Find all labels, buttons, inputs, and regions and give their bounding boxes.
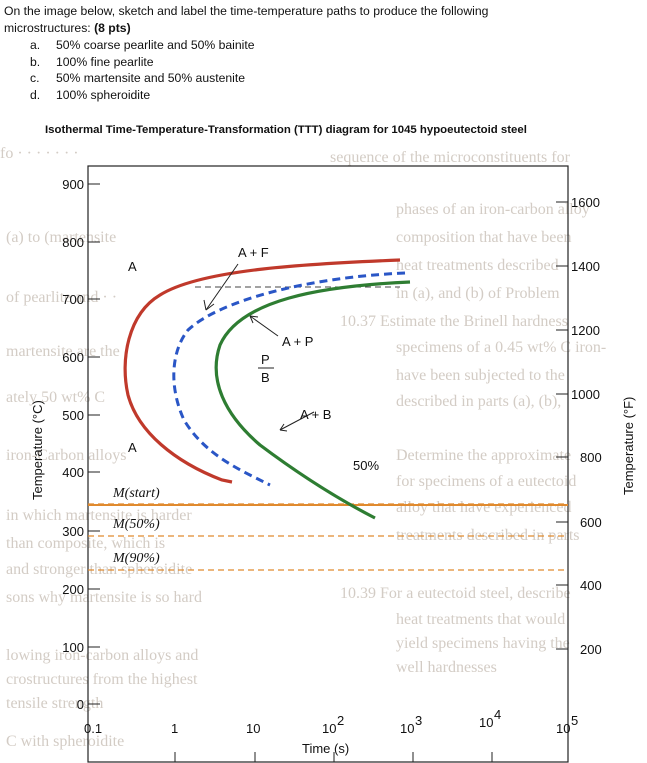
label-50-percent: 50% bbox=[353, 458, 379, 473]
ferrite-start-curve bbox=[123, 258, 401, 484]
label-bainite: B bbox=[261, 370, 270, 385]
svg-text:composition that have been: composition that have been bbox=[396, 229, 572, 246]
svg-text:heat treatments that would: heat treatments that would bbox=[396, 611, 565, 628]
svg-text:alloy that have experienced: alloy that have experienced bbox=[396, 499, 571, 516]
svg-text:5: 5 bbox=[571, 713, 578, 728]
svg-text:0.1: 0.1 bbox=[84, 721, 102, 736]
label-austenite-low: A bbox=[128, 440, 137, 455]
svg-text:fo · · · · · · ·: fo · · · · · · · bbox=[0, 145, 79, 162]
svg-text:10: 10 bbox=[556, 721, 570, 736]
svg-text:(a) to (martensite: (a) to (martensite bbox=[6, 229, 116, 246]
svg-text:1600: 1600 bbox=[571, 195, 600, 210]
label-m-start: M(start) bbox=[112, 486, 160, 501]
svg-text:400: 400 bbox=[62, 465, 84, 480]
plot-frame bbox=[87, 165, 569, 763]
label-m-50: M(50%) bbox=[112, 517, 160, 532]
svg-text:0: 0 bbox=[77, 697, 84, 712]
list-item: d. 100% spheroidite bbox=[30, 87, 151, 102]
svg-text:in (a), and (b) of Problem: in (a), and (b) of Problem bbox=[396, 285, 560, 302]
svg-text:in which martensite is harder: in which martensite is harder bbox=[6, 507, 192, 524]
svg-text:10: 10 bbox=[322, 721, 336, 736]
svg-text:described in parts (a), (b),: described in parts (a), (b), bbox=[396, 393, 561, 410]
svg-text:1000: 1000 bbox=[571, 387, 600, 402]
label-a-plus-p: A + P bbox=[282, 334, 313, 349]
svg-text:700: 700 bbox=[62, 292, 84, 307]
svg-text:for specimens of a eutectoid: for specimens of a eutectoid bbox=[396, 473, 576, 490]
y-axis-label-celsius: Temperature (°C) bbox=[30, 400, 45, 500]
label-a-plus-b: A + B bbox=[300, 407, 331, 422]
label-a-plus-f: A + F bbox=[238, 245, 269, 260]
svg-text:10: 10 bbox=[400, 721, 414, 736]
svg-text:specimens of a 0.45 wt% C iron: specimens of a 0.45 wt% C iron- bbox=[396, 339, 606, 356]
fahrenheit-ticks bbox=[556, 201, 568, 650]
background-page-texture: fo · · · · · · · sequence of the microco… bbox=[0, 145, 606, 750]
label-pearlite: P bbox=[261, 352, 270, 367]
svg-text:400: 400 bbox=[580, 578, 602, 593]
svg-text:iron-Carbon alloys: iron-Carbon alloys bbox=[6, 447, 126, 464]
svg-text:100: 100 bbox=[62, 640, 84, 655]
points-label: (8 pts) bbox=[94, 20, 131, 35]
svg-text:Determine the approximate: Determine the approximate bbox=[396, 447, 571, 464]
svg-text:500: 500 bbox=[62, 408, 84, 423]
svg-text:tensile strength: tensile strength bbox=[6, 695, 103, 712]
question-line-1: On the image below, sketch and label the… bbox=[4, 4, 489, 18]
label-austenite-top: A bbox=[128, 259, 137, 274]
svg-text:1: 1 bbox=[171, 721, 178, 736]
celsius-tick-labels: 900 800 700 600 500 400 300 200 100 0 bbox=[62, 177, 84, 712]
svg-text:1200: 1200 bbox=[571, 323, 600, 338]
time-tick-labels: 0.1 1 10 10 2 10 3 10 4 10 5 bbox=[84, 707, 578, 736]
list-item: a. 50% coarse pearlite and 50% bainite bbox=[30, 38, 255, 52]
svg-text:800: 800 bbox=[580, 450, 602, 465]
label-m-90: M(90%) bbox=[112, 551, 160, 566]
x-axis-label: Time (s) bbox=[302, 741, 349, 756]
svg-text:1400: 1400 bbox=[571, 259, 600, 274]
svg-text:200: 200 bbox=[580, 642, 602, 657]
svg-text:of pearlite and · ·: of pearlite and · · bbox=[6, 289, 117, 306]
svg-text:ately 50 wt% C: ately 50 wt% C bbox=[6, 389, 105, 406]
svg-text:800: 800 bbox=[62, 235, 84, 250]
svg-text:treatments described in parts: treatments described in parts bbox=[396, 527, 580, 544]
list-item: b. 100% fine pearlite bbox=[30, 54, 154, 69]
fahrenheit-tick-labels: 1600 1400 1200 1000 800 600 400 200 bbox=[571, 195, 602, 657]
svg-text:lowing iron-carbon alloys and: lowing iron-carbon alloys and bbox=[6, 647, 198, 664]
list-item: c. 50% martensite and 50% austenite bbox=[30, 71, 246, 86]
task-list: a. 50% coarse pearlite and 50% bainite b.… bbox=[30, 37, 255, 103]
svg-text:have been subjected to the: have been subjected to the bbox=[396, 367, 565, 384]
svg-text:3: 3 bbox=[415, 713, 422, 728]
svg-text:200: 200 bbox=[62, 582, 84, 597]
svg-text:10.37 Estimate the Brinell har: 10.37 Estimate the Brinell hardness bbox=[340, 313, 568, 330]
svg-text:2: 2 bbox=[337, 713, 344, 728]
region-labels: A A + F A + P P B A + B A 50% M(start) M… bbox=[112, 245, 379, 566]
svg-text:sons why martensite is so hard: sons why martensite is so hard bbox=[6, 589, 202, 606]
svg-text:martensite are the: martensite are the bbox=[6, 343, 120, 360]
time-ticks bbox=[174, 752, 493, 762]
diagram-title: Isothermal Time-Temperature-Transformati… bbox=[45, 124, 527, 136]
svg-text:well hardnesses: well hardnesses bbox=[396, 659, 497, 676]
svg-text:yield specimens having the: yield specimens having the bbox=[396, 635, 570, 652]
question-text: On the image below, sketch and label the… bbox=[4, 3, 488, 36]
svg-text:sequence of the microconstitue: sequence of the microconstituents for bbox=[330, 149, 571, 166]
svg-text:than composite, which is: than composite, which is bbox=[6, 535, 165, 552]
svg-text:4: 4 bbox=[494, 707, 501, 722]
svg-text:300: 300 bbox=[62, 524, 84, 539]
y-axis-label-fahrenheit: Temperature (°F) bbox=[621, 397, 636, 495]
svg-text:phases of an iron-carbon alloy: phases of an iron-carbon alloy bbox=[396, 201, 590, 218]
svg-text:600: 600 bbox=[62, 350, 84, 365]
svg-text:10.39 For a eutectoid steel, d: 10.39 For a eutectoid steel, describe bbox=[340, 585, 571, 602]
question-line-2: microstructures: (8 pts) bbox=[4, 20, 131, 35]
fifty-percent-curve bbox=[172, 271, 406, 487]
svg-text:10: 10 bbox=[479, 715, 493, 730]
svg-text:C with spheroidite: C with spheroidite bbox=[6, 733, 124, 750]
svg-text:600: 600 bbox=[580, 515, 602, 530]
region-arrows bbox=[203, 263, 315, 432]
svg-text:heat treatments described: heat treatments described bbox=[396, 257, 559, 274]
svg-text:crostructures from the highest: crostructures from the highest bbox=[6, 671, 198, 688]
celsius-ticks bbox=[88, 183, 100, 705]
svg-text:900: 900 bbox=[62, 177, 84, 192]
finish-curve bbox=[214, 280, 411, 520]
svg-text:10: 10 bbox=[246, 721, 260, 736]
